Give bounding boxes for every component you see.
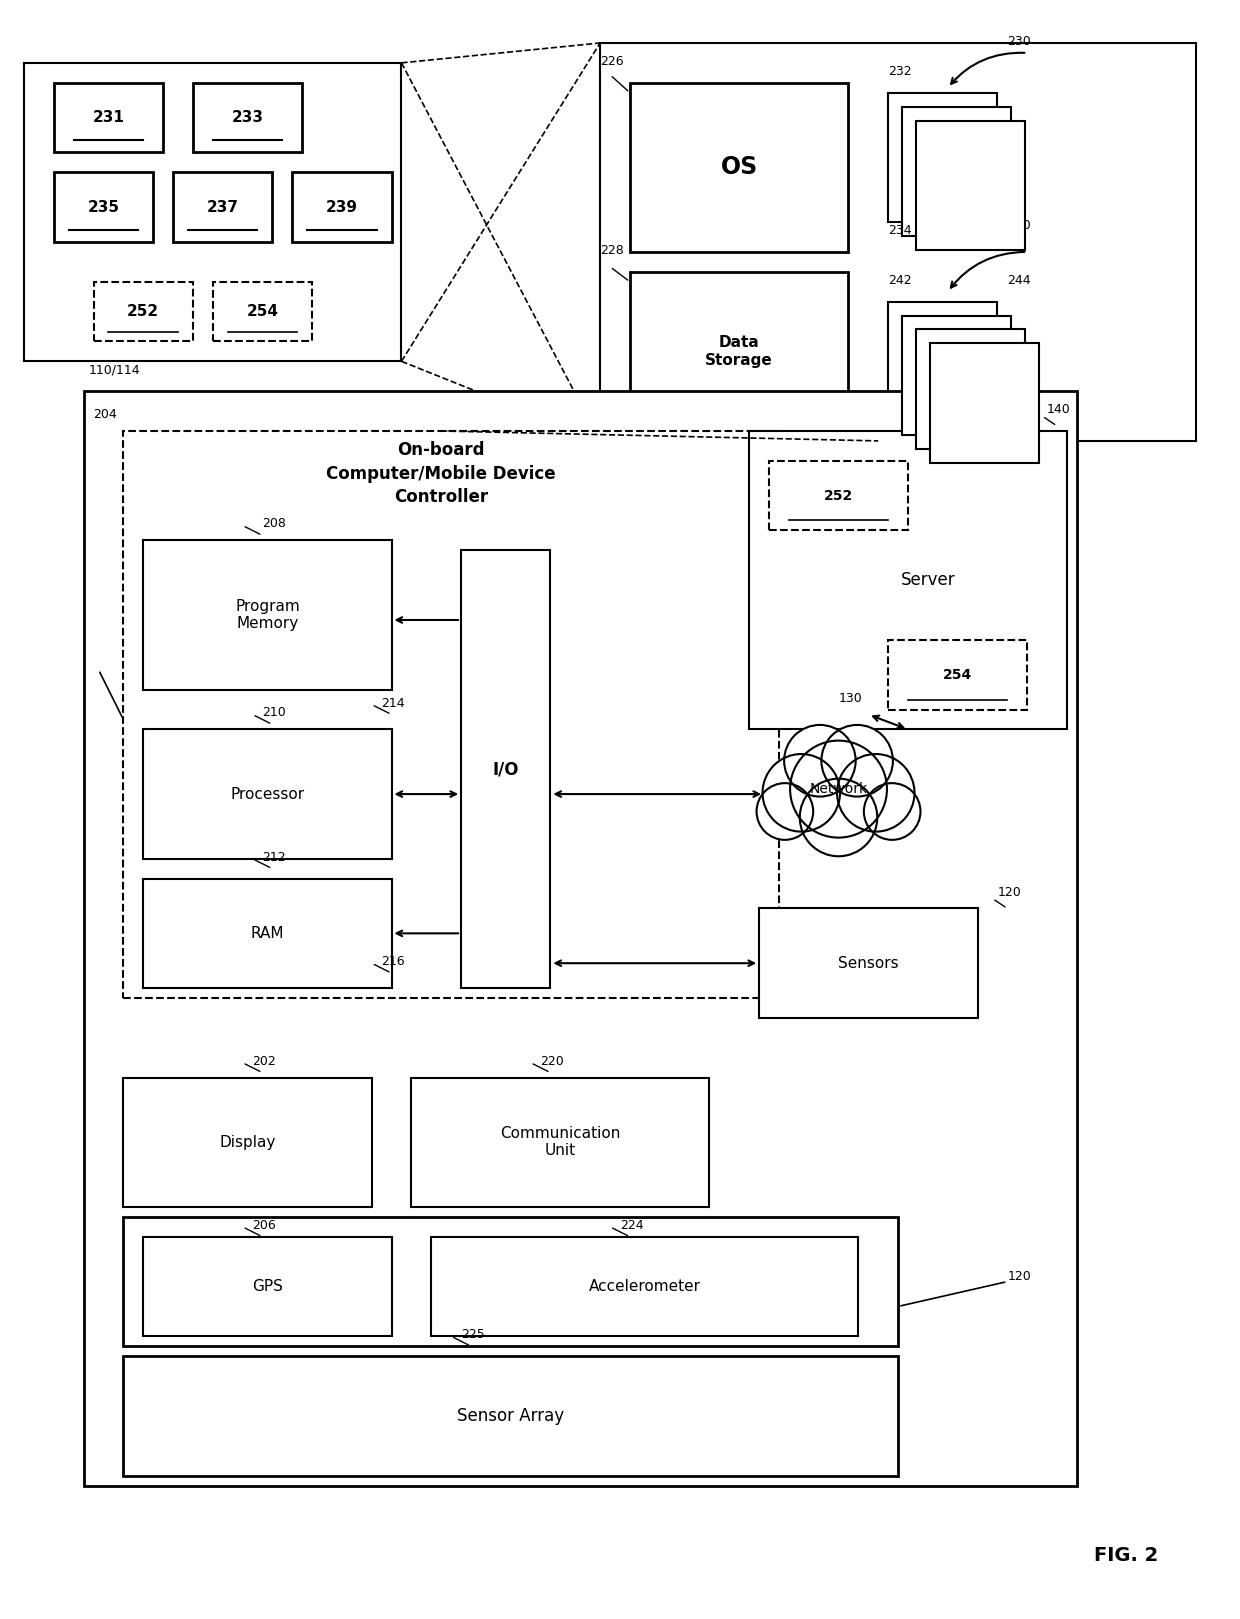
- Bar: [769, 461, 908, 531]
- Text: 225: 225: [461, 1328, 485, 1341]
- Circle shape: [837, 754, 915, 832]
- Circle shape: [864, 784, 920, 840]
- Text: 252: 252: [823, 489, 853, 502]
- Text: 231: 231: [93, 110, 124, 125]
- Bar: [213, 282, 312, 342]
- Text: 216: 216: [382, 955, 405, 968]
- Text: RAM: RAM: [250, 926, 284, 941]
- Bar: [123, 1357, 898, 1475]
- Bar: [600, 44, 1197, 440]
- Bar: [916, 120, 1025, 249]
- Bar: [759, 908, 977, 1018]
- Text: GPS: GPS: [252, 1279, 283, 1294]
- Bar: [144, 879, 392, 988]
- Bar: [901, 316, 1012, 436]
- Bar: [53, 83, 164, 152]
- Bar: [930, 343, 1039, 463]
- Text: Display: Display: [219, 1135, 275, 1149]
- Bar: [916, 330, 1025, 448]
- Text: 233: 233: [232, 110, 264, 125]
- Text: FIG. 2: FIG. 2: [1095, 1546, 1158, 1566]
- Circle shape: [784, 725, 856, 797]
- Bar: [24, 63, 402, 361]
- Text: 230: 230: [1007, 36, 1032, 49]
- Text: 120: 120: [997, 886, 1022, 899]
- Bar: [412, 1078, 709, 1206]
- Bar: [888, 640, 1027, 709]
- Text: 234: 234: [888, 223, 911, 236]
- Text: 240: 240: [1007, 219, 1032, 232]
- Circle shape: [800, 779, 877, 856]
- Text: OS: OS: [720, 155, 758, 180]
- Text: 228: 228: [600, 244, 624, 257]
- Circle shape: [821, 725, 893, 797]
- Text: Processor: Processor: [231, 787, 305, 801]
- Circle shape: [763, 754, 839, 832]
- Text: Communication
Unit: Communication Unit: [500, 1127, 620, 1159]
- Circle shape: [756, 784, 813, 840]
- Bar: [174, 172, 273, 241]
- Text: 120: 120: [1007, 1269, 1032, 1284]
- Text: 237: 237: [207, 199, 238, 215]
- Text: 212: 212: [263, 850, 286, 863]
- Bar: [630, 272, 848, 431]
- Bar: [53, 172, 154, 241]
- Bar: [461, 550, 551, 988]
- Bar: [83, 392, 1076, 1486]
- Bar: [123, 431, 779, 997]
- Bar: [144, 541, 392, 690]
- Bar: [888, 92, 997, 222]
- Text: 224: 224: [620, 1219, 644, 1232]
- Text: 214: 214: [382, 696, 405, 709]
- Text: 244: 244: [1007, 274, 1030, 287]
- Text: Data
Storage: Data Storage: [706, 335, 773, 368]
- Bar: [193, 83, 303, 152]
- Text: 254: 254: [944, 667, 972, 682]
- Text: 232: 232: [888, 65, 911, 78]
- Text: 242: 242: [888, 274, 911, 287]
- Bar: [432, 1237, 858, 1336]
- Text: Network: Network: [810, 782, 868, 797]
- Text: 130: 130: [838, 691, 862, 704]
- Bar: [293, 172, 392, 241]
- Text: 204: 204: [93, 408, 118, 421]
- Bar: [144, 730, 392, 858]
- Text: 110/114: 110/114: [88, 363, 140, 376]
- Text: 235: 235: [88, 199, 119, 215]
- Text: Server: Server: [900, 572, 955, 589]
- Text: 210: 210: [263, 706, 286, 719]
- Text: Sensor Array: Sensor Array: [458, 1407, 564, 1425]
- Text: 202: 202: [253, 1054, 277, 1067]
- Text: 208: 208: [263, 518, 286, 531]
- Bar: [630, 83, 848, 253]
- Text: 220: 220: [541, 1054, 564, 1067]
- Text: I/O: I/O: [492, 761, 520, 779]
- Text: Sensors: Sensors: [838, 955, 899, 971]
- Circle shape: [790, 740, 887, 837]
- Text: 254: 254: [247, 304, 279, 319]
- Text: Accelerometer: Accelerometer: [589, 1279, 701, 1294]
- Text: 140: 140: [1047, 403, 1071, 416]
- Bar: [123, 1217, 898, 1347]
- Bar: [901, 107, 1012, 236]
- Text: Program
Memory: Program Memory: [236, 599, 300, 631]
- Text: On-board
Computer/Mobile Device
Controller: On-board Computer/Mobile Device Controll…: [326, 440, 556, 507]
- Bar: [123, 1078, 372, 1206]
- Text: 226: 226: [600, 55, 624, 68]
- Bar: [888, 301, 997, 421]
- Text: 206: 206: [253, 1219, 277, 1232]
- Bar: [144, 1237, 392, 1336]
- Bar: [749, 431, 1066, 730]
- Text: 239: 239: [326, 199, 358, 215]
- Bar: [93, 282, 193, 342]
- Text: 252: 252: [128, 304, 159, 319]
